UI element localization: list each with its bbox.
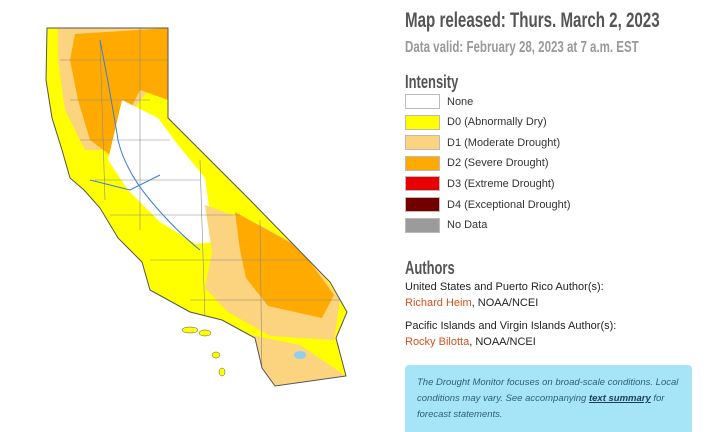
subtitle: Data valid: February 28, 2023 at 7 a.m. …: [405, 39, 639, 56]
legend-swatch: [405, 155, 440, 171]
legend-swatch: [405, 114, 440, 130]
author-link[interactable]: Rocky Bilotta: [405, 336, 470, 348]
drought-map: [45, 27, 348, 387]
legend-swatch: [405, 217, 440, 233]
legend-item: None: [405, 94, 473, 109]
author-label: United States and Puerto Rico Author(s):: [405, 281, 604, 293]
author-link[interactable]: Richard Heim: [405, 297, 472, 309]
note-link[interactable]: text summary: [588, 393, 651, 404]
legend-swatch: [405, 176, 440, 192]
legend-swatch: [405, 94, 440, 109]
legend-item: D3 (Extreme Drought): [405, 176, 555, 192]
state: [46, 28, 347, 386]
legend-title: Intensity: [405, 72, 459, 92]
d1-area: [250, 335, 346, 386]
legend-item: D1 (Moderate Drought): [405, 135, 561, 151]
legend-item: D4 (Exceptional Drought): [405, 197, 571, 212]
author-org: , NOAA/NCEI: [469, 336, 536, 348]
author-label: Pacific Islands and Virgin Islands Autho…: [405, 320, 617, 332]
state-outline: [45, 27, 348, 387]
legend-label: D1 (Moderate Drought): [447, 136, 561, 149]
islands: [181, 326, 226, 377]
authors-title: Authors: [405, 258, 455, 278]
legend-label: None: [447, 95, 474, 108]
legend-swatch: [405, 135, 440, 151]
legend-swatch: [405, 197, 440, 212]
legend-label: D2 (Severe Drought): [447, 157, 549, 170]
legend-label: D3 (Extreme Drought): [447, 177, 555, 190]
legend-item: D2 (Severe Drought): [405, 155, 549, 171]
note-text: The Drought Monitor focuses on broad-sca…: [417, 377, 679, 404]
legend-label: D0 (Abnormally Dry): [447, 116, 547, 129]
note: The Drought Monitor focuses on broad-sca…: [405, 365, 692, 432]
legend-item: D0 (Abnormally Dry): [405, 114, 547, 130]
author: Richard Heim, NOAA/NCEI: [405, 297, 538, 309]
legend-item: No Data: [405, 217, 488, 233]
lake: [294, 351, 306, 359]
none-area: [108, 100, 214, 244]
d2-area: [235, 212, 334, 318]
author: Rocky Bilotta, NOAA/NCEI: [405, 336, 536, 348]
legend-label: D4 (Exceptional Drought): [447, 198, 571, 211]
note-text: for forecast statements.: [417, 393, 665, 420]
title: Map released: Thurs. March 2, 2023: [405, 9, 660, 32]
legend-label: No Data: [447, 219, 488, 232]
author-org: , NOAA/NCEI: [471, 297, 539, 309]
